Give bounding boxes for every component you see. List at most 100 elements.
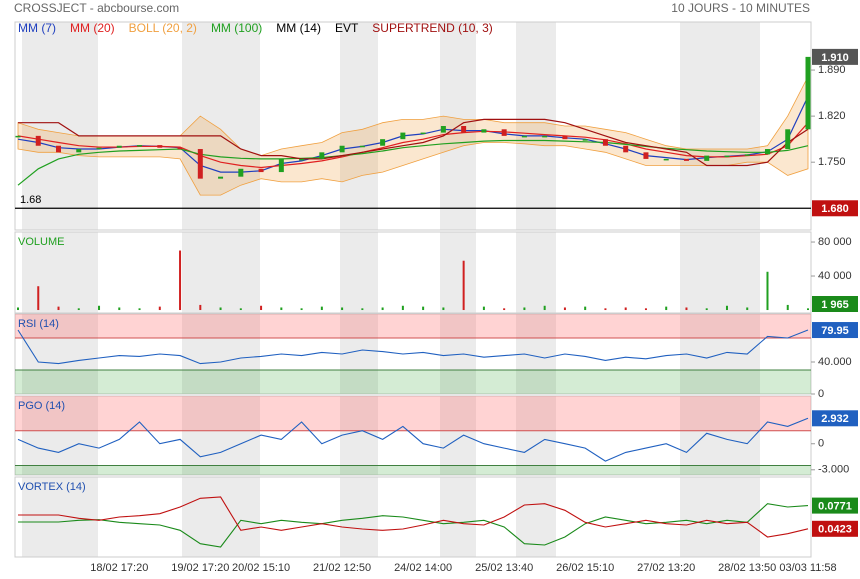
last-value-box [812, 322, 858, 339]
volume-bar [422, 306, 425, 311]
volume-bar [138, 308, 141, 311]
day-band [182, 314, 260, 394]
candle [683, 158, 689, 161]
candle [481, 129, 487, 133]
indicator-line [18, 503, 809, 548]
x-tick-label: 27/02 13:20 [637, 562, 695, 574]
oversold-zone [15, 370, 811, 394]
y-tick-label: 40 000 [818, 270, 852, 282]
candle [319, 152, 325, 159]
volume-bar [57, 306, 60, 311]
day-band [440, 396, 476, 475]
candle [359, 145, 365, 148]
day-band [680, 232, 760, 313]
candle [197, 149, 203, 179]
day-band [440, 477, 476, 557]
day-band [680, 477, 760, 557]
candle [602, 139, 608, 146]
oversold-zone [15, 465, 811, 475]
volume-bar [158, 306, 161, 311]
volume-bar [300, 308, 303, 311]
y-tick-label: 0 [818, 438, 824, 450]
candle [15, 135, 21, 138]
panel-title: PGO (14) [18, 400, 65, 412]
overbought-zone [15, 396, 811, 431]
volume-bar [604, 308, 607, 311]
volume-bar [401, 305, 404, 311]
panel [14, 21, 812, 231]
candle [724, 155, 730, 158]
day-band [182, 477, 260, 557]
candle [137, 145, 143, 147]
volume-bar [503, 308, 506, 311]
last-value-box [812, 410, 858, 427]
x-tick-label: 03/03 11:58 [779, 562, 836, 574]
volume-bar [584, 306, 587, 311]
indicator-line [18, 496, 809, 538]
day-band [182, 396, 260, 475]
y-tick-label: 1.820 [818, 110, 846, 122]
candle [582, 139, 588, 141]
candle [521, 135, 527, 138]
volume-bar [219, 307, 222, 311]
legend-entry: MM (7) [18, 21, 56, 35]
candle [157, 145, 163, 148]
page-title: CROSSJECT - abcbourse.com [14, 1, 179, 15]
last-volume: 1 965 [821, 299, 849, 311]
candle [278, 158, 284, 173]
last-value-box [812, 497, 858, 514]
candle [238, 168, 244, 177]
last-value: 0.0423 [818, 524, 852, 536]
candle [704, 155, 710, 161]
volume-bar [280, 307, 283, 311]
reference-label: 1.68 [20, 194, 41, 206]
candle [805, 56, 811, 130]
legend-entry: MM (20) [70, 21, 115, 35]
volume-bar [179, 250, 182, 311]
volume-bar [685, 307, 688, 311]
panel [14, 231, 812, 314]
day-band [440, 232, 476, 313]
x-tick-label: 28/02 13:50 [718, 562, 776, 574]
y-tick-label: 40.000 [818, 356, 852, 368]
volume-bar [260, 305, 263, 311]
legend-entry: BOLL (20, 2) [129, 21, 197, 35]
candle [400, 132, 406, 140]
day-band [182, 232, 260, 313]
indicator-line [18, 118, 809, 167]
candle [744, 154, 750, 156]
panel-title: VOLUME [18, 236, 64, 248]
indicator-line [17, 122, 809, 169]
day-band [340, 314, 378, 394]
day-band [516, 232, 556, 313]
candle [218, 176, 224, 179]
x-tick-label: 25/02 13:40 [475, 562, 533, 574]
candle [56, 145, 62, 153]
x-tick-label: 24/02 14:00 [394, 562, 452, 574]
reference-axis-label-box [812, 200, 858, 217]
volume-bar [199, 304, 202, 311]
candle [764, 149, 770, 155]
panel [14, 476, 812, 558]
last-value-box [812, 520, 858, 537]
x-tick-label: 18/02 17:20 [90, 562, 148, 574]
x-tick-label: 19/02 17:20 [171, 562, 229, 574]
last-value: 0.0771 [818, 501, 852, 513]
candle [663, 158, 669, 161]
volume-bar [77, 308, 80, 311]
legend-entry: SUPERTREND (10, 3) [372, 21, 492, 35]
volume-bar [98, 305, 101, 311]
volume-bar [665, 306, 668, 311]
candle [35, 135, 41, 146]
panel-title: RSI (14) [18, 318, 59, 330]
candle [542, 135, 548, 138]
y-tick-label: -3.000 [818, 464, 849, 476]
volume-bar [37, 286, 40, 311]
candle [339, 145, 345, 153]
volume-bar [644, 308, 647, 311]
candle [177, 147, 183, 150]
panel [14, 313, 812, 395]
day-band [22, 477, 98, 557]
volume-bar [320, 306, 323, 311]
x-tick-label: 26/02 15:10 [556, 562, 614, 574]
